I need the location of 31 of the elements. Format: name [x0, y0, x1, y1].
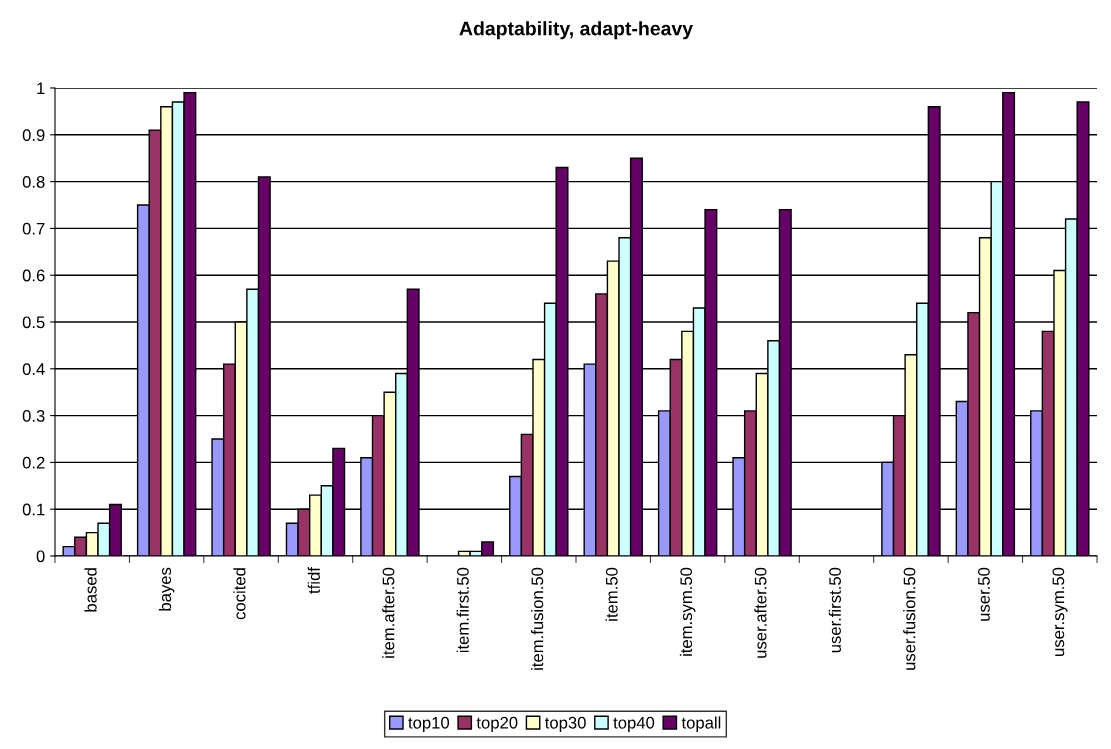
legend-label: top30	[545, 716, 586, 732]
x-tick-label: item.sym.50	[679, 567, 696, 656]
y-tick-label: 1	[37, 82, 45, 95]
y-tick-label: 0.6	[22, 269, 45, 282]
x-tick-label: item.fusion.50	[531, 567, 544, 670]
y-tick-label: 0	[36, 550, 45, 563]
legend-label: top20	[476, 716, 518, 732]
x-tick-label: bayes	[158, 567, 175, 611]
y-tick-label: 0.9	[22, 129, 45, 141]
x-tick-label: user.first.50	[828, 567, 841, 653]
legend-label: top10	[408, 716, 450, 732]
x-tick-label: cocited	[233, 568, 246, 620]
chart-title: Adaptability, adapt-heavy	[459, 21, 693, 40]
y-tick-label: 0.5	[22, 316, 45, 329]
x-tick-label: user.fusion.50	[903, 567, 916, 670]
y-tick-label: 0.8	[22, 176, 45, 188]
x-tick-label: user.after.50	[754, 567, 767, 658]
x-tick-label: user.50	[978, 567, 990, 621]
legend-label: top40	[613, 716, 655, 732]
x-tick-label: tfidf	[307, 567, 320, 594]
y-tick-label: 0.1	[22, 503, 45, 516]
y-tick-label: 0.3	[22, 410, 45, 422]
x-tick-label: item.after.50	[382, 567, 395, 658]
x-tick-label: item.first.50	[456, 567, 469, 653]
x-tick-label: based	[84, 568, 97, 612]
y-tick-label: 0.2	[22, 456, 45, 469]
y-tick-label: 0.7	[22, 222, 45, 235]
y-tick-label: 0.4	[22, 363, 45, 375]
legend-label: topall	[681, 716, 721, 732]
x-tick-label: item.50	[605, 567, 618, 621]
x-tick-label: user.sym.50	[1052, 567, 1068, 656]
